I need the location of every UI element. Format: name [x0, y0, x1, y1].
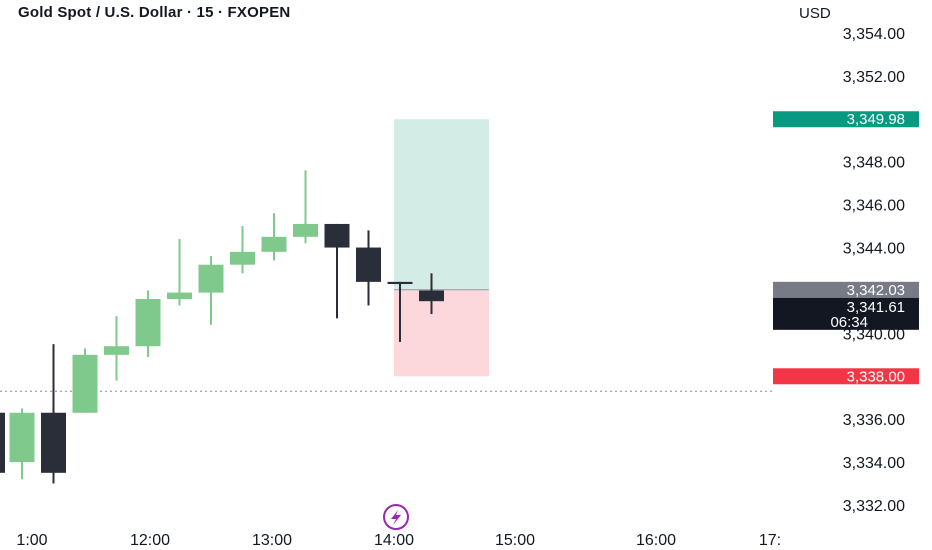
currency-label: USD	[799, 5, 831, 22]
x-tick-label: 16:00	[636, 532, 676, 549]
entry-price-tag: 3,342.03	[847, 282, 905, 299]
x-tick-label: 15:00	[495, 532, 535, 549]
x-tick-label: 17:	[759, 532, 781, 549]
stop-price-tag-bg[interactable]	[773, 368, 919, 385]
candle-body[interactable]	[324, 223, 350, 248]
y-tick-label: 3,348.00	[843, 155, 905, 172]
candle-body[interactable]	[135, 299, 161, 347]
candle-body[interactable]	[387, 281, 413, 285]
y-tick-label: 3,334.00	[843, 455, 905, 472]
x-tick-label: 12:00	[130, 532, 170, 549]
candle-body[interactable]	[419, 290, 444, 302]
candle-body[interactable]	[104, 346, 129, 355]
loss-zone[interactable]	[394, 289, 489, 377]
candle-body[interactable]	[72, 354, 98, 413]
profit-zone[interactable]	[394, 119, 489, 290]
target-price-tag-bg[interactable]	[773, 111, 919, 128]
candle-body[interactable]	[167, 292, 192, 300]
candle-body[interactable]	[9, 412, 35, 463]
x-tick-label: 1:00	[16, 532, 47, 549]
y-tick-label: 3,340.00	[843, 326, 905, 343]
candle-body[interactable]	[230, 251, 255, 265]
candle-body[interactable]	[0, 412, 5, 473]
y-tick-label: 3,332.00	[843, 498, 905, 515]
y-tick-label: 3,352.00	[843, 69, 905, 86]
y-tick-label: 3,354.00	[843, 26, 905, 43]
candle-body[interactable]	[198, 264, 224, 293]
candle-body[interactable]	[261, 236, 287, 252]
candle-body[interactable]	[41, 412, 66, 473]
lightning-bolt-icon	[391, 510, 401, 525]
candle-body[interactable]	[293, 223, 318, 237]
candle-body[interactable]	[356, 247, 381, 282]
last-price-tag-bg[interactable]	[773, 297, 919, 330]
x-tick-label: 13:00	[252, 532, 292, 549]
stop-price-tag: 3,338.00	[847, 368, 905, 385]
y-tick-label: 3,346.00	[843, 198, 905, 215]
target-price-tag: 3,349.98	[847, 111, 905, 128]
entry-price-tag-bg[interactable]	[773, 281, 919, 298]
x-tick-label: 14:00	[374, 532, 414, 549]
countdown-tag: 06:34	[830, 314, 868, 331]
y-tick-label: 3,336.00	[843, 412, 905, 429]
last-price-tag: 3,341.61	[847, 299, 905, 316]
y-tick-label: 3,344.00	[843, 241, 905, 258]
chart-title: Gold Spot / U.S. Dollar · 15 · FXOPEN	[18, 4, 291, 21]
